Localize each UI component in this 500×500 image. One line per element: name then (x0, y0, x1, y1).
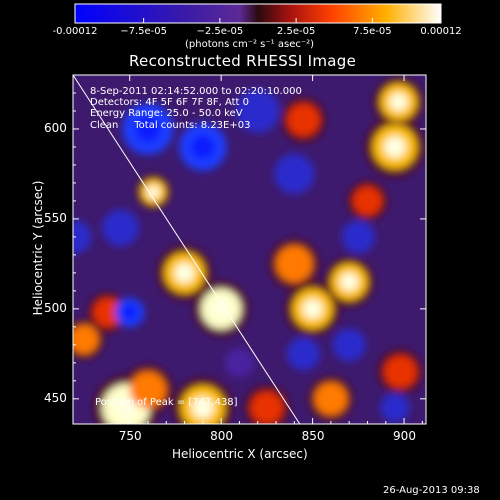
intensity-peak-15 (250, 391, 284, 424)
y-tick-label-450: 450 (44, 390, 67, 405)
y-tick-label-600: 600 (44, 120, 67, 135)
colorbar-tick-label-4: 7.5e-05 (353, 26, 392, 37)
colorbar-tick-label-3: 2.5e-05 (276, 26, 316, 37)
intensity-core-5 (147, 185, 160, 199)
intensity-peak-6 (276, 245, 313, 283)
colorbar-gradient (74, 3, 442, 24)
intensity-trough-22 (102, 209, 139, 247)
intensity-core-10 (389, 92, 408, 112)
intensity-trough-29 (332, 328, 366, 362)
colorbar-units-label: (photons cm⁻² s⁻¹ asec⁻²) (185, 39, 315, 50)
peak-position-label: Position of Peak = [747,438] (95, 397, 238, 408)
intensity-trough-26 (341, 220, 375, 254)
intensity-core-23 (122, 305, 138, 320)
intensity-trough-21 (274, 153, 315, 195)
x-tick-label-900: 900 (393, 429, 416, 443)
x-axis-ticks (129, 75, 423, 424)
y-axis-label: Heliocentric Y (arcsec) (31, 180, 45, 316)
intensity-peak-13 (73, 324, 99, 355)
x-tick-label-800: 800 (210, 429, 234, 443)
colorbar-tick-label-2: −2.5e-05 (196, 26, 244, 37)
colorbar-tick-label-0: -0.00012 (52, 26, 98, 37)
intensity-trough-28 (224, 348, 255, 378)
annotation-detectors: Detectors: 4F 5F 6F 7F 8F, Att 0 (90, 97, 250, 108)
intensity-peak-11 (286, 103, 320, 137)
colorbar (74, 3, 442, 24)
intensity-trough-20 (235, 89, 280, 133)
annotation-energy-range: Energy Range: 25.0 - 50.0 keV (90, 108, 243, 119)
y-tick-label-500: 500 (44, 300, 67, 315)
intensity-core-19 (190, 135, 215, 159)
intensity-peak-1 (129, 371, 167, 409)
intensity-peak-17 (352, 186, 383, 216)
plot-frame (72, 74, 427, 425)
solar-limb-line (73, 75, 301, 424)
intensity-core-8 (340, 272, 359, 292)
intensity-peak-16 (314, 382, 348, 416)
intensity-core-3 (211, 298, 232, 319)
x-tick-label-850: 850 (301, 429, 325, 443)
intensity-core-7 (302, 298, 323, 319)
chart-title: Reconstructed RHESSI Image (129, 52, 357, 70)
intensity-peak-14 (93, 297, 123, 328)
intensity-core-2 (191, 396, 214, 419)
intensity-core-9 (383, 135, 406, 158)
intensity-core-0 (114, 395, 138, 420)
image-intensity-layer (73, 77, 425, 424)
intensity-peak-12 (383, 355, 417, 389)
intensity-core-4 (174, 262, 195, 283)
intensity-core-18 (135, 116, 161, 142)
y-tick-label-550: 550 (44, 210, 67, 225)
intensity-trough-25 (286, 337, 320, 371)
annotation-time-range: 8-Sep-2011 02:14:52.000 to 02:20:10.000 (90, 86, 302, 97)
footer-timestamp: 26-Aug-2013 09:38 (383, 485, 480, 496)
x-axis-label: Heliocentric X (arcsec) (172, 447, 308, 461)
x-tick-label-750: 750 (118, 429, 142, 443)
intensity-trough-27 (380, 393, 410, 423)
colorbar-tick-label-1: −7.5e-05 (120, 26, 168, 37)
colorbar-ticks (74, 18, 442, 23)
intensity-trough-24 (73, 220, 92, 254)
annotation-clean-counts: Clean Total counts: 8.23E+03 (90, 120, 251, 131)
colorbar-tick-label-5: 0.00012 (420, 26, 462, 37)
y-axis-ticks (73, 74, 426, 400)
